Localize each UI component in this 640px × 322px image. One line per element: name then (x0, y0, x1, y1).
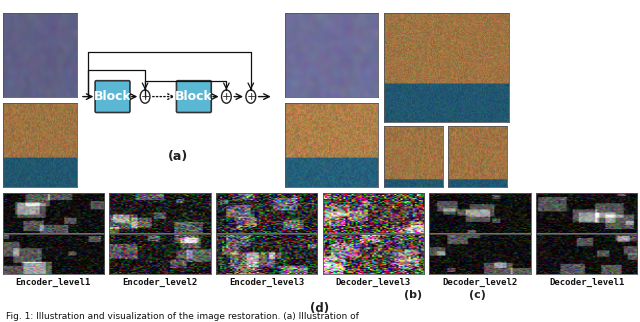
Text: $+$: $+$ (140, 91, 150, 102)
Text: Block: Block (93, 90, 131, 103)
Text: Decoder_level3: Decoder_level3 (336, 278, 411, 287)
Text: (b): (b) (404, 290, 422, 300)
Text: $+$: $+$ (221, 91, 232, 102)
FancyBboxPatch shape (177, 81, 211, 112)
Text: $+$: $+$ (246, 91, 256, 102)
Text: (d): (d) (310, 302, 330, 315)
Text: Decoder_level2: Decoder_level2 (442, 278, 518, 287)
Text: (c): (c) (469, 290, 486, 300)
Text: Fig. 1: Illustration and visualization of the image restoration. (a) Illustratio: Fig. 1: Illustration and visualization o… (6, 312, 359, 321)
Text: Decoder_level1: Decoder_level1 (549, 278, 624, 287)
Text: Encoder_level2: Encoder_level2 (122, 278, 198, 287)
FancyBboxPatch shape (95, 81, 130, 112)
Text: Encoder_level1: Encoder_level1 (16, 278, 91, 287)
Text: Encoder_level3: Encoder_level3 (229, 278, 304, 287)
Text: (a): (a) (168, 150, 188, 163)
Text: Block: Block (175, 90, 212, 103)
